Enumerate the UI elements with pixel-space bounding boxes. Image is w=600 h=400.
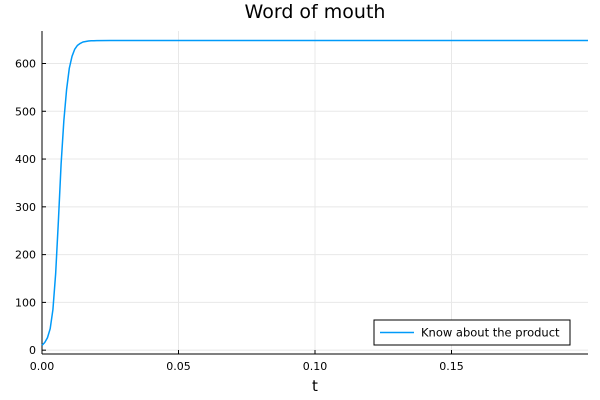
x-tick-label: 0.00: [30, 360, 55, 373]
y-tick-label: 200: [15, 249, 36, 262]
y-tick-label: 600: [15, 57, 36, 70]
legend: Know about the product: [373, 319, 571, 346]
series: [41, 39, 588, 346]
x-tick-label: 0.05: [166, 360, 191, 373]
legend-label: Know about the product: [421, 326, 560, 340]
grid: [41, 31, 588, 354]
y-ticks: 0 100 200 300 400 500 600: [15, 57, 46, 357]
x-tick-label: 0.10: [303, 360, 328, 373]
series-line: [41, 39, 588, 346]
y-tick-label: 0: [29, 344, 36, 357]
y-tick-label: 500: [15, 105, 36, 118]
x-axis-title: t: [312, 377, 318, 395]
y-tick-label: 300: [15, 201, 36, 214]
y-tick-label: 100: [15, 296, 36, 309]
chart-title: Word of mouth: [245, 1, 386, 23]
x-tick-label: 0.15: [439, 360, 464, 373]
y-tick-label: 400: [15, 153, 36, 166]
x-ticks: 0.00 0.05 0.10 0.15: [30, 350, 464, 373]
